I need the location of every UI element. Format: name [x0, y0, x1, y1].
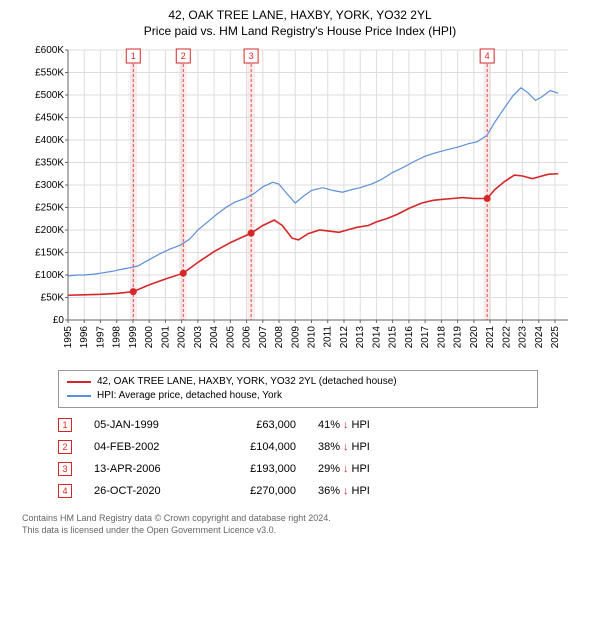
- svg-text:1997: 1997: [95, 326, 106, 349]
- svg-text:3: 3: [249, 51, 254, 61]
- tx-diff: 36%↓HPI: [318, 485, 408, 497]
- svg-text:2022: 2022: [501, 326, 512, 349]
- legend: 42, OAK TREE LANE, HAXBY, YORK, YO32 2YL…: [58, 370, 538, 408]
- tx-diff: 29%↓HPI: [318, 463, 408, 475]
- transactions-table: 1 05-JAN-1999 £63,000 41%↓HPI 2 04-FEB-2002 £1…: [58, 414, 590, 502]
- svg-text:£450K: £450K: [35, 113, 64, 124]
- line-chart: £0 £50K £100K £150K £200K £250K £300K £350K £400…: [20, 44, 580, 364]
- legend-swatch: [67, 395, 91, 397]
- footer-attribution: Contains HM Land Registry data © Crown c…: [22, 512, 590, 536]
- tx-date: 05-JAN-1999: [94, 419, 194, 431]
- svg-text:£600K: £600K: [35, 45, 64, 56]
- svg-text:1999: 1999: [128, 326, 139, 349]
- tx-price: £63,000: [216, 419, 296, 431]
- chart-title: 42, OAK TREE LANE, HAXBY, YORK, YO32 2YL: [10, 8, 590, 22]
- tx-price: £193,000: [216, 463, 296, 475]
- table-row: 3 13-APR-2006 £193,000 29%↓HPI: [58, 458, 590, 480]
- tx-diff: 38%↓HPI: [318, 441, 408, 453]
- table-row: 2 04-FEB-2002 £104,000 38%↓HPI: [58, 436, 590, 458]
- legend-label: 42, OAK TREE LANE, HAXBY, YORK, YO32 2YL…: [97, 375, 397, 389]
- chart-titles: 42, OAK TREE LANE, HAXBY, YORK, YO32 2YL…: [10, 8, 590, 38]
- svg-text:2001: 2001: [160, 326, 171, 349]
- svg-text:£350K: £350K: [35, 158, 64, 169]
- svg-text:£250K: £250K: [35, 203, 64, 214]
- svg-text:2008: 2008: [274, 326, 285, 349]
- svg-text:2005: 2005: [225, 326, 236, 349]
- tx-date: 04-FEB-2002: [94, 441, 194, 453]
- svg-text:1: 1: [131, 51, 136, 61]
- tx-date: 13-APR-2006: [94, 463, 194, 475]
- footer-line1: Contains HM Land Registry data © Crown c…: [22, 512, 590, 524]
- svg-text:£50K: £50K: [41, 293, 65, 304]
- legend-label: HPI: Average price, detached house, York: [97, 389, 282, 403]
- tx-date: 26-OCT-2020: [94, 485, 194, 497]
- legend-swatch: [67, 381, 91, 383]
- arrow-down-icon: ↓: [343, 463, 349, 475]
- svg-text:2: 2: [181, 51, 186, 61]
- svg-text:2021: 2021: [485, 326, 496, 349]
- svg-text:2011: 2011: [323, 326, 334, 348]
- legend-item: HPI: Average price, detached house, York: [67, 389, 529, 403]
- arrow-down-icon: ↓: [343, 419, 349, 431]
- svg-text:2013: 2013: [355, 326, 366, 349]
- tx-marker: 2: [58, 440, 72, 454]
- svg-text:2007: 2007: [258, 326, 269, 349]
- svg-text:£200K: £200K: [35, 225, 64, 236]
- svg-text:2015: 2015: [388, 326, 399, 349]
- svg-text:2018: 2018: [436, 326, 447, 349]
- tx-price: £270,000: [216, 485, 296, 497]
- tx-price: £104,000: [216, 441, 296, 453]
- svg-text:2024: 2024: [534, 326, 545, 349]
- svg-text:£150K: £150K: [35, 248, 64, 259]
- svg-text:1996: 1996: [79, 326, 90, 349]
- svg-text:2023: 2023: [518, 326, 529, 349]
- svg-text:2016: 2016: [404, 326, 415, 349]
- svg-text:4: 4: [485, 51, 490, 61]
- svg-text:2019: 2019: [453, 326, 464, 349]
- tx-marker: 1: [58, 418, 72, 432]
- svg-text:2000: 2000: [144, 326, 155, 349]
- svg-text:£100K: £100K: [35, 270, 64, 281]
- tx-diff: 41%↓HPI: [318, 419, 408, 431]
- table-row: 1 05-JAN-1999 £63,000 41%↓HPI: [58, 414, 590, 436]
- table-row: 4 26-OCT-2020 £270,000 36%↓HPI: [58, 480, 590, 502]
- arrow-down-icon: ↓: [343, 441, 349, 453]
- svg-text:2003: 2003: [193, 326, 204, 349]
- svg-text:2025: 2025: [550, 326, 561, 349]
- footer-line2: This data is licensed under the Open Gov…: [22, 524, 590, 536]
- svg-text:2002: 2002: [177, 326, 188, 349]
- svg-text:1995: 1995: [63, 326, 74, 349]
- svg-text:2014: 2014: [371, 326, 382, 349]
- svg-text:2009: 2009: [290, 326, 301, 349]
- svg-text:2006: 2006: [242, 326, 253, 349]
- svg-text:£0: £0: [53, 315, 65, 326]
- svg-text:£500K: £500K: [35, 90, 64, 101]
- svg-text:£550K: £550K: [35, 68, 64, 79]
- svg-text:2012: 2012: [339, 326, 350, 349]
- legend-item: 42, OAK TREE LANE, HAXBY, YORK, YO32 2YL…: [67, 375, 529, 389]
- arrow-down-icon: ↓: [343, 485, 349, 497]
- tx-marker: 4: [58, 484, 72, 498]
- svg-text:2020: 2020: [469, 326, 480, 349]
- svg-text:2017: 2017: [420, 326, 431, 349]
- svg-text:2004: 2004: [209, 326, 220, 349]
- chart-area: £0 £50K £100K £150K £200K £250K £300K £350K £400…: [20, 44, 580, 364]
- svg-text:2010: 2010: [307, 326, 318, 349]
- svg-text:£400K: £400K: [35, 135, 64, 146]
- svg-text:£300K: £300K: [35, 180, 64, 191]
- tx-marker: 3: [58, 462, 72, 476]
- svg-text:1998: 1998: [112, 326, 123, 349]
- chart-subtitle: Price paid vs. HM Land Registry's House …: [10, 24, 590, 38]
